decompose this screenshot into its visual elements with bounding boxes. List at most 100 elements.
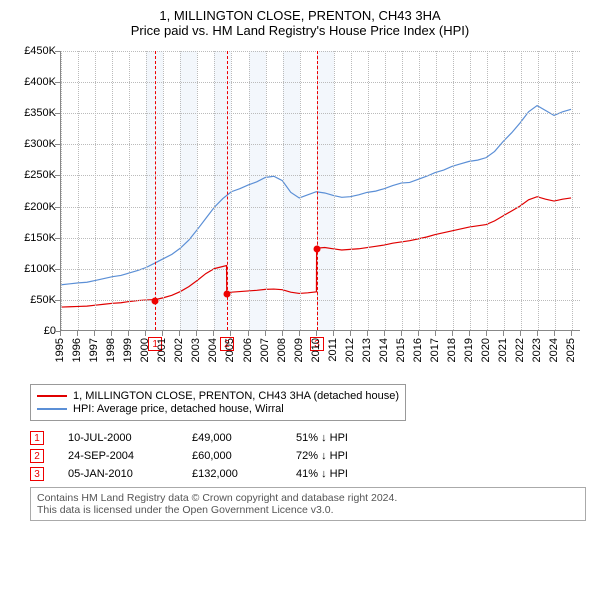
y-axis-label: £100K [24, 263, 56, 275]
x-tick [452, 331, 453, 336]
gridline-v [504, 51, 505, 330]
x-axis-label: 2002 [173, 338, 185, 362]
x-tick [367, 331, 368, 336]
x-axis-label: 2008 [276, 338, 288, 362]
legend-row: HPI: Average price, detached house, Wirr… [37, 403, 399, 415]
gridline-h [61, 269, 580, 270]
gridline-v [470, 51, 471, 330]
gridline-v [61, 51, 62, 330]
gridline-v [555, 51, 556, 330]
x-tick [179, 331, 180, 336]
x-axis-label: 2018 [446, 338, 458, 362]
gridline-v [146, 51, 147, 330]
y-tick [55, 144, 60, 145]
marker-dot [314, 245, 321, 252]
x-tick [111, 331, 112, 336]
x-tick [162, 331, 163, 336]
x-tick [537, 331, 538, 336]
gridline-v [95, 51, 96, 330]
x-tick [248, 331, 249, 336]
event-marker-line [317, 51, 318, 330]
x-axis-label: 2003 [190, 338, 202, 362]
x-axis-label: 2020 [480, 338, 492, 362]
gridline-v [266, 51, 267, 330]
event-hpi-delta: 41% ↓ HPI [296, 468, 386, 480]
x-axis-label: 2009 [293, 338, 305, 362]
x-axis-label: 2024 [548, 338, 560, 362]
x-tick [196, 331, 197, 336]
x-axis-label: 2001 [156, 338, 168, 362]
event-badge: 1 [30, 431, 44, 445]
y-axis-label: £250K [24, 169, 56, 181]
legend: 1, MILLINGTON CLOSE, PRENTON, CH43 3HA (… [30, 384, 406, 421]
y-axis-label: £450K [24, 45, 56, 57]
x-axis-label: 2017 [429, 338, 441, 362]
y-axis-label: £350K [24, 107, 56, 119]
x-tick [316, 331, 317, 336]
gridline-h [61, 300, 580, 301]
footer-line1: Contains HM Land Registry data © Crown c… [37, 492, 579, 504]
gridline-v [249, 51, 250, 330]
x-tick [571, 331, 572, 336]
y-axis-label: £150K [24, 232, 56, 244]
event-price: £132,000 [192, 468, 272, 480]
plot-area: 123 [60, 51, 580, 331]
gridline-v [231, 51, 232, 330]
x-axis-label: 1996 [71, 338, 83, 362]
gridline-v [300, 51, 301, 330]
x-tick [299, 331, 300, 336]
x-axis-label: 2007 [259, 338, 271, 362]
event-hpi-delta: 51% ↓ HPI [296, 432, 386, 444]
x-axis-label: 2025 [565, 338, 577, 362]
gridline-v [180, 51, 181, 330]
gridline-v [368, 51, 369, 330]
gridline-v [487, 51, 488, 330]
x-tick [94, 331, 95, 336]
x-tick [265, 331, 266, 336]
gridline-h [61, 175, 580, 176]
y-tick [55, 269, 60, 270]
x-axis-label: 2016 [412, 338, 424, 362]
x-axis-label: 1997 [88, 338, 100, 362]
chart-svg [61, 51, 580, 330]
x-axis-label: 1999 [122, 338, 134, 362]
x-tick [435, 331, 436, 336]
gridline-v [351, 51, 352, 330]
x-tick [77, 331, 78, 336]
x-tick [145, 331, 146, 336]
gridline-v [112, 51, 113, 330]
y-tick [55, 300, 60, 301]
x-axis-label: 2021 [497, 338, 509, 362]
event-hpi-delta: 72% ↓ HPI [296, 450, 386, 462]
x-axis-label: 2023 [531, 338, 543, 362]
gridline-h [61, 113, 580, 114]
marker-dot [152, 297, 159, 304]
gridline-v [385, 51, 386, 330]
gridline-v [334, 51, 335, 330]
event-date: 24-SEP-2004 [68, 450, 168, 462]
x-axis-label: 2015 [395, 338, 407, 362]
legend-swatch [37, 408, 67, 410]
legend-label: HPI: Average price, detached house, Wirr… [73, 403, 284, 415]
x-axis-label: 2000 [139, 338, 151, 362]
gridline-v [163, 51, 164, 330]
event-badge: 2 [30, 449, 44, 463]
x-tick [384, 331, 385, 336]
x-tick [60, 331, 61, 336]
gridline-v [453, 51, 454, 330]
event-date: 10-JUL-2000 [68, 432, 168, 444]
legend-label: 1, MILLINGTON CLOSE, PRENTON, CH43 3HA (… [73, 390, 399, 402]
x-axis-label: 2004 [207, 338, 219, 362]
x-tick [486, 331, 487, 336]
x-tick [469, 331, 470, 336]
legend-swatch [37, 395, 67, 397]
gridline-v [214, 51, 215, 330]
x-tick [554, 331, 555, 336]
event-badge: 3 [30, 467, 44, 481]
gridline-v [521, 51, 522, 330]
event-row: 224-SEP-2004£60,00072% ↓ HPI [30, 449, 586, 463]
footer-line2: This data is licensed under the Open Gov… [37, 504, 579, 516]
y-tick [55, 51, 60, 52]
legend-row: 1, MILLINGTON CLOSE, PRENTON, CH43 3HA (… [37, 390, 399, 402]
x-tick [350, 331, 351, 336]
